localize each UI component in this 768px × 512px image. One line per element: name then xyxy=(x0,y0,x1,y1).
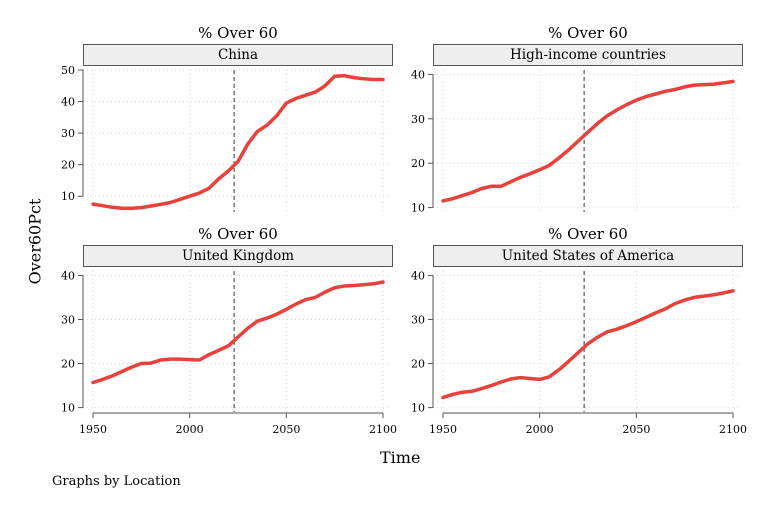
y-axis-label: Over60Pct xyxy=(25,198,45,285)
x-tick-label: 2100 xyxy=(719,423,747,436)
x-axis-label: Time xyxy=(380,448,421,467)
y-tick-label: 40 xyxy=(411,68,425,81)
y-tick-label: 40 xyxy=(61,269,75,282)
panel-strip-uk: United Kingdom xyxy=(83,245,393,267)
y-tick-label: 20 xyxy=(61,159,75,172)
y-tick-label: 10 xyxy=(61,402,75,415)
panel-strip-china: China xyxy=(83,44,393,66)
x-tick-label: 2000 xyxy=(176,423,204,436)
y-tick-label: 30 xyxy=(61,127,75,140)
panel-title: % Over 60 xyxy=(548,225,628,243)
series-line xyxy=(441,79,735,203)
panel-strip-high-income: High-income countries xyxy=(433,44,743,66)
panel-title: % Over 60 xyxy=(548,24,628,42)
series-line xyxy=(441,289,735,400)
panel-title: % Over 60 xyxy=(198,24,278,42)
y-tick-label: 20 xyxy=(411,157,425,170)
x-tick-label: 2000 xyxy=(526,423,554,436)
series-line xyxy=(91,280,385,385)
panel-title: % Over 60 xyxy=(198,225,278,243)
series-line xyxy=(91,73,385,210)
y-tick-label: 50 xyxy=(61,64,75,77)
y-tick-label: 10 xyxy=(61,190,75,203)
x-tick-label: 2100 xyxy=(369,423,397,436)
y-tick-label: 40 xyxy=(411,269,425,282)
x-tick-label: 1950 xyxy=(79,423,107,436)
y-tick-label: 40 xyxy=(61,96,75,109)
panel-strip-usa: United States of America xyxy=(433,245,743,267)
graphs-by-note: Graphs by Location xyxy=(52,474,181,489)
x-tick-label: 1950 xyxy=(429,423,457,436)
x-tick-label: 2050 xyxy=(622,423,650,436)
x-tick-label: 2050 xyxy=(272,423,300,436)
y-tick-label: 10 xyxy=(411,402,425,415)
y-tick-label: 30 xyxy=(411,113,425,126)
y-tick-label: 30 xyxy=(61,313,75,326)
y-tick-label: 30 xyxy=(411,313,425,326)
y-tick-label: 20 xyxy=(411,358,425,371)
y-tick-label: 10 xyxy=(411,202,425,215)
y-tick-label: 20 xyxy=(61,358,75,371)
